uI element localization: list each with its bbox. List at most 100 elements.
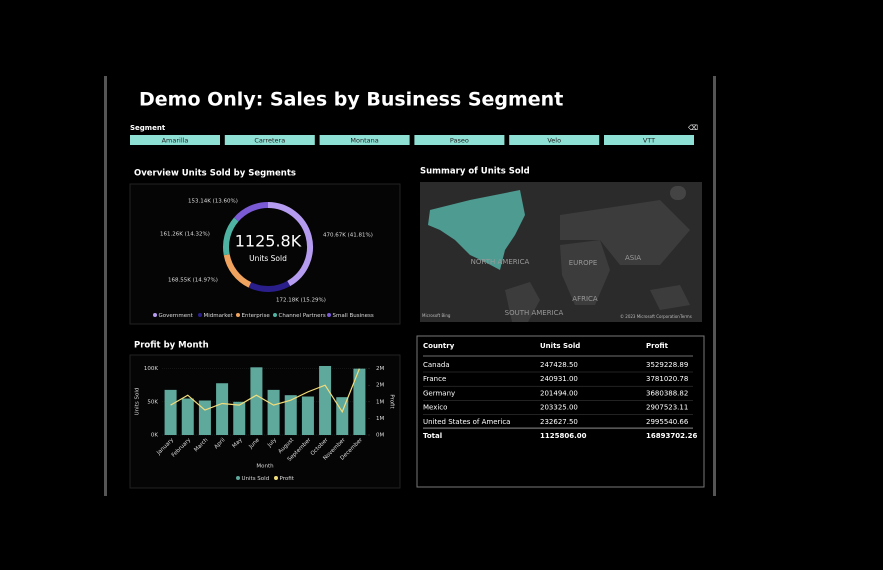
legend-label: Small Business [333,313,374,319]
donut-segment [223,217,239,256]
slicer-option[interactable] [509,135,600,145]
card-title: Summary of Units Sold [420,167,530,177]
data-label: 470.67K (41.81%) [323,233,373,239]
y2-tick-label: 1M [376,399,384,405]
slicer-option-label: VTT [643,137,655,145]
card-title: Overview Units Sold by Segments [134,169,296,179]
data-label: 153.14K (13.60%) [188,199,238,205]
table-cell: 3781020.78 [646,375,688,383]
y-tick-label: 100K [144,366,158,372]
legend-label: Enterprise [242,313,271,319]
y2-tick-label: 2M [376,366,384,372]
table-cell: 240931.00 [540,375,578,383]
legend-label: Midmarket [204,313,234,319]
bar [319,365,332,435]
eurasia [560,200,690,265]
map-label: NORTH AMERICA [471,258,530,266]
legend-label: Channel Partners [279,313,326,319]
bar [353,368,366,435]
table-cell: 232627.50 [540,418,578,426]
australia [650,285,690,310]
y-tick-label: 50K [147,399,158,405]
y2-axis-title: Profit [389,394,395,409]
y2-tick-label: 2M [376,383,384,389]
x-axis-title: Month [256,464,274,470]
bar [233,401,246,435]
bar [181,398,194,435]
y2-tick-label: 0M [376,433,384,439]
donut-segment [267,202,313,287]
map-attribution: Terms [679,314,692,319]
slicer-option[interactable] [319,135,410,145]
table-cell: Germany [423,389,455,397]
slicer-icon[interactable]: ⌫ [688,124,698,132]
y-axis-title: Units Sold [135,388,141,416]
table-cell: 3529228.89 [646,361,688,369]
legend-label: Units Sold [242,476,270,482]
table-cell: 203325.00 [540,404,578,412]
slicer-option[interactable] [130,135,220,145]
frame-right [713,76,716,496]
table-cell: 2995540.66 [646,418,689,426]
map-focus-button[interactable] [670,186,686,200]
africa [560,240,610,305]
map-label: ASIA [625,254,641,262]
slicer-option[interactable] [604,135,694,145]
donut-total: 1125.8K [235,232,302,251]
table-header: Units Sold [540,342,580,350]
table-cell: 3680388.82 [646,389,688,397]
table-cell: Canada [423,361,450,369]
table-total: 16893702.26 [646,432,697,440]
legend-swatch [153,313,157,317]
bar [301,396,314,435]
legend-swatch [198,313,202,317]
data-label: 172.18K (15.29%) [276,298,326,304]
bar [336,397,349,435]
map-label: AFRICA [572,295,598,303]
slicer-label: Segment [130,124,166,132]
table-header: Country [423,342,455,350]
slicer-option-label: Velo [547,137,561,145]
slicer-option-label: Amarilla [162,137,189,145]
frame-left [104,76,107,496]
y-tick-label: 0K [151,433,158,439]
donut-segment [248,280,291,292]
slicer-option[interactable] [414,135,505,145]
card-title: Profit by Month [134,341,209,351]
table-cell: France [423,375,446,383]
legend-swatch [236,313,240,317]
y2-tick-label: 1M [376,416,384,422]
legend-swatch [236,476,240,480]
bar [267,389,280,435]
table-header: Profit [646,342,669,350]
data-label: 161.26K (14.32%) [160,232,210,238]
page-title: Demo Only: Sales by Business Segment [139,89,563,111]
table-cell: 201494.00 [540,389,578,397]
slicer-option[interactable] [224,135,315,145]
slicer-option-label: Montana [350,137,378,145]
slicer-option-label: Carretera [254,137,285,145]
line [170,368,360,414]
table-card [416,335,705,488]
table-cell: Mexico [423,404,447,412]
table-cell: 247428.50 [540,361,578,369]
table-total: 1125806.00 [540,432,587,440]
map-label: EUROPE [569,259,598,267]
legend-label: Profit [280,476,295,482]
table-cell: 2907523.11 [646,404,688,412]
legend-label: Government [159,313,194,319]
donut-segment [234,202,269,222]
slicer-option-label: Paseo [450,137,469,145]
bar [250,367,263,435]
table-total: Total [423,432,442,440]
map-attribution: Microsoft Bing [422,313,451,318]
data-label: 168.55K (14.97%) [168,278,218,284]
donut-segment [223,253,252,288]
map-attribution: © 2023 Microsoft Corporation [620,314,680,319]
bar [216,383,229,435]
north-america [428,190,525,270]
legend-swatch [273,313,277,317]
map-label: SOUTH AMERICA [505,309,564,317]
